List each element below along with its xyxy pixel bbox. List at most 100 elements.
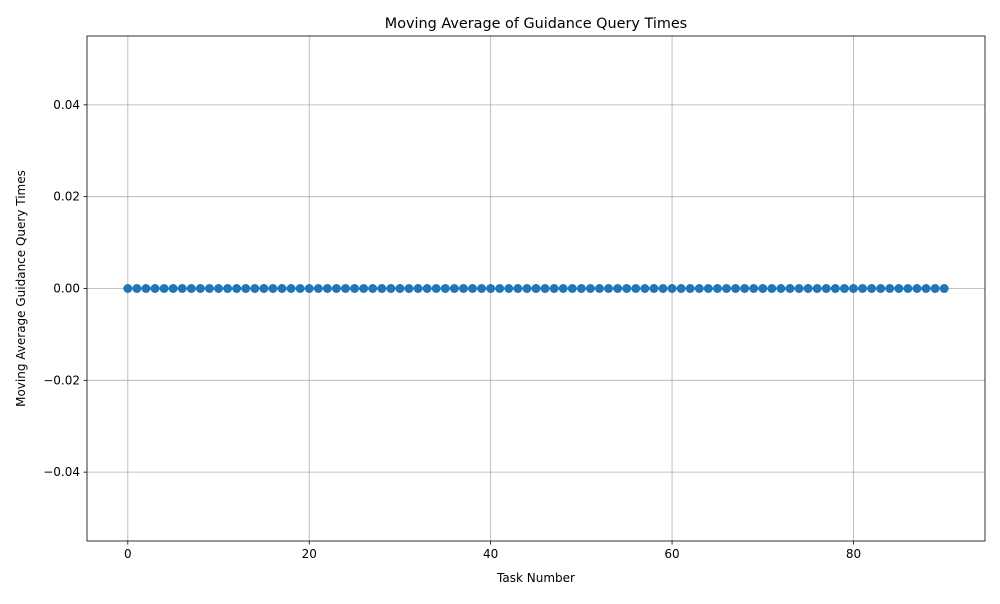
data-point [694,284,704,293]
data-point [232,284,242,293]
data-point [712,284,722,293]
data-point [567,284,577,293]
data-point [477,284,487,293]
data-point [812,284,822,293]
data-point [867,284,877,293]
data-point [350,284,360,293]
data-point [522,284,532,293]
data-point [413,284,423,293]
y-tick-label: −0.04 [43,465,80,479]
data-point [331,284,341,293]
x-tick-label: 80 [846,547,861,561]
data-point [313,284,323,293]
data-point [558,284,568,293]
data-point [803,284,813,293]
data-point [304,284,314,293]
data-point [921,284,931,293]
x-tick-label: 20 [302,547,317,561]
data-point [549,284,559,293]
data-point [749,284,759,293]
y-axis-label: Moving Average Guidance Query Times [14,170,28,407]
data-point [894,284,904,293]
data-point [658,284,668,293]
data-point [449,284,459,293]
x-tick-label: 40 [483,547,498,561]
x-axis: 0 20 40 60 80 [124,541,861,561]
data-point [468,284,478,293]
data-point [395,284,405,293]
data-point [268,284,278,293]
data-point [377,284,387,293]
data-point [186,284,196,293]
data-point [848,284,858,293]
data-point [495,284,505,293]
data-point [767,284,777,293]
data-point [177,284,187,293]
data-point [295,284,305,293]
x-tick-label: 0 [124,547,132,561]
data-point [930,284,940,293]
data-point [631,284,641,293]
data-point [613,284,623,293]
y-axis: −0.04 −0.02 0.00 0.02 0.04 [43,98,87,479]
y-tick-label: 0.02 [53,190,80,204]
data-point [531,284,541,293]
data-point [404,284,414,293]
data-point [214,284,224,293]
data-point [858,284,868,293]
data-point [667,284,677,293]
data-point [685,284,695,293]
x-axis-label: Task Number [496,571,575,585]
data-point [885,284,895,293]
data-point [241,284,251,293]
data-point [794,284,804,293]
data-point [776,284,786,293]
data-point [431,284,441,293]
data-point [277,284,287,293]
data-point [703,284,713,293]
data-point [359,284,369,293]
data-point [368,284,378,293]
data-point [223,284,233,293]
data-point [341,284,351,293]
data-point [123,284,133,293]
data-point [150,284,160,293]
data-point [830,284,840,293]
y-tick-label: 0.00 [53,282,80,296]
data-point [422,284,432,293]
data-point [322,284,332,293]
data-point [168,284,178,293]
data-point [141,284,151,293]
data-point [440,284,450,293]
data-point [195,284,205,293]
data-point [785,284,795,293]
data-point [458,284,468,293]
data-point [731,284,741,293]
data-point [594,284,604,293]
data-point [821,284,831,293]
data-point [640,284,650,293]
data-point [912,284,922,293]
data-point [939,284,949,293]
data-point [250,284,260,293]
chart-title: Moving Average of Guidance Query Times [385,16,687,32]
data-point [513,284,523,293]
data-point [132,284,142,293]
data-point [504,284,514,293]
data-point [721,284,731,293]
y-tick-label: 0.04 [53,98,80,112]
data-point [540,284,550,293]
data-point [585,284,595,293]
data-point [876,284,886,293]
data-point [649,284,659,293]
data-point [839,284,849,293]
data-point [604,284,614,293]
data-point [622,284,632,293]
data-point [204,284,214,293]
data-point [259,284,269,293]
data-point [576,284,586,293]
data-point [159,284,169,293]
